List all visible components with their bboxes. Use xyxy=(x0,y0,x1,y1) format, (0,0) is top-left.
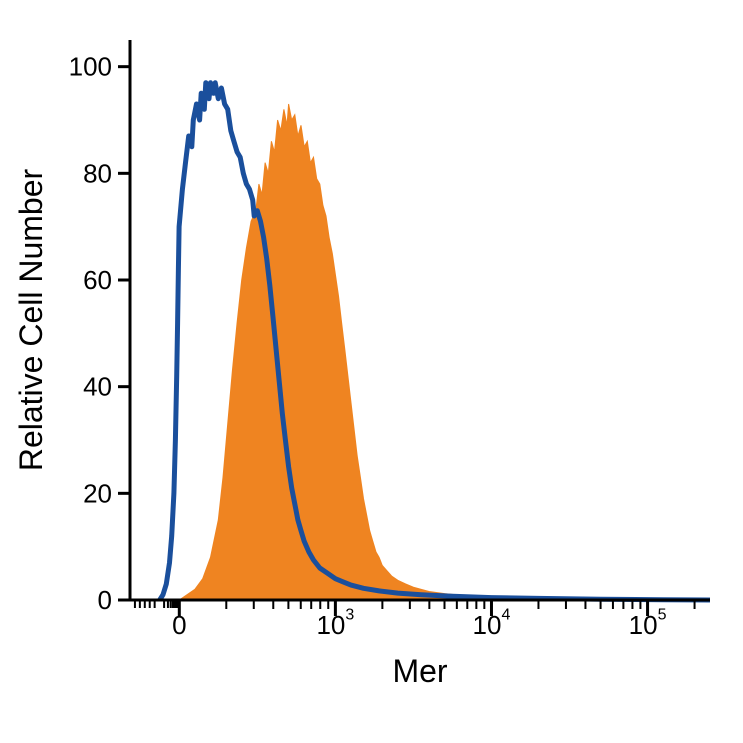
y-tick-label: 0 xyxy=(98,585,112,615)
x-tick-label: 103 xyxy=(316,607,354,640)
x-tick-label: 0 xyxy=(172,610,186,640)
y-tick-label: 80 xyxy=(83,158,112,188)
x-axis-label: Mer xyxy=(392,653,447,689)
x-tick-label: 104 xyxy=(473,607,511,640)
y-tick-label: 60 xyxy=(83,265,112,295)
series-filled xyxy=(179,104,710,600)
y-tick-label: 20 xyxy=(83,478,112,508)
y-tick-label: 40 xyxy=(83,372,112,402)
chart-container: 0 20 40 60 80 100 0 103 104 105 Mer Relative Cell N… xyxy=(0,0,743,743)
x-tick-label: 105 xyxy=(629,607,667,640)
flow-histogram: 0 20 40 60 80 100 0 103 104 105 Mer Relative Cell N… xyxy=(0,0,743,743)
y-tick-label: 100 xyxy=(69,52,112,82)
y-axis-label: Relative Cell Number xyxy=(13,168,49,471)
